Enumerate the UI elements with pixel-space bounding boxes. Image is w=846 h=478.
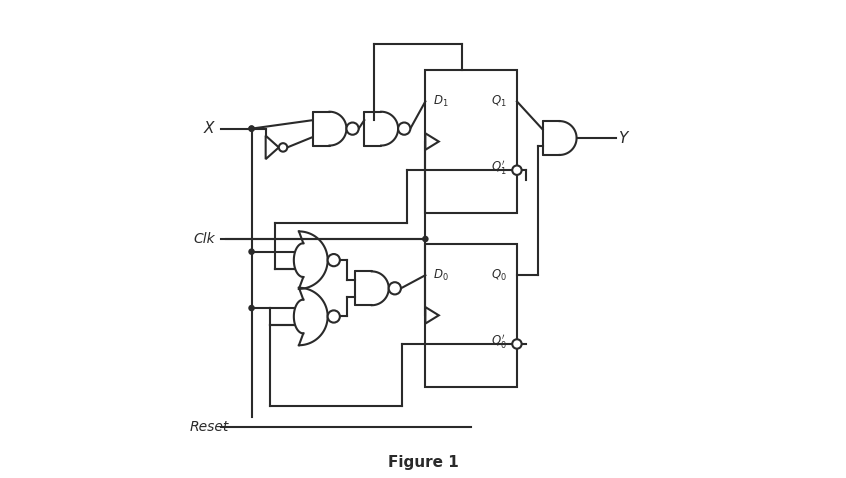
Circle shape: [248, 249, 255, 255]
Text: $Q_0'$: $Q_0'$: [491, 332, 507, 350]
Circle shape: [279, 143, 288, 152]
Bar: [426, 244, 517, 387]
Text: Reset: Reset: [190, 420, 229, 434]
Circle shape: [388, 282, 401, 294]
Circle shape: [248, 305, 255, 311]
Circle shape: [327, 310, 340, 323]
Bar: [426, 70, 517, 213]
Text: Y: Y: [618, 130, 627, 145]
Circle shape: [248, 125, 255, 132]
Circle shape: [248, 125, 255, 132]
Circle shape: [327, 254, 340, 266]
Circle shape: [347, 122, 359, 135]
Circle shape: [422, 236, 429, 242]
Text: $D_0$: $D_0$: [433, 268, 448, 283]
Text: $Q_1'$: $Q_1'$: [491, 158, 507, 176]
Text: Figure 1: Figure 1: [387, 455, 459, 469]
Circle shape: [512, 165, 522, 175]
Circle shape: [512, 339, 522, 348]
Text: Clk: Clk: [194, 232, 216, 246]
Text: $Q_0$: $Q_0$: [491, 268, 507, 283]
Text: X: X: [204, 121, 215, 136]
Circle shape: [398, 122, 410, 135]
Text: $D_1$: $D_1$: [433, 94, 448, 109]
Text: $Q_1$: $Q_1$: [491, 94, 507, 109]
